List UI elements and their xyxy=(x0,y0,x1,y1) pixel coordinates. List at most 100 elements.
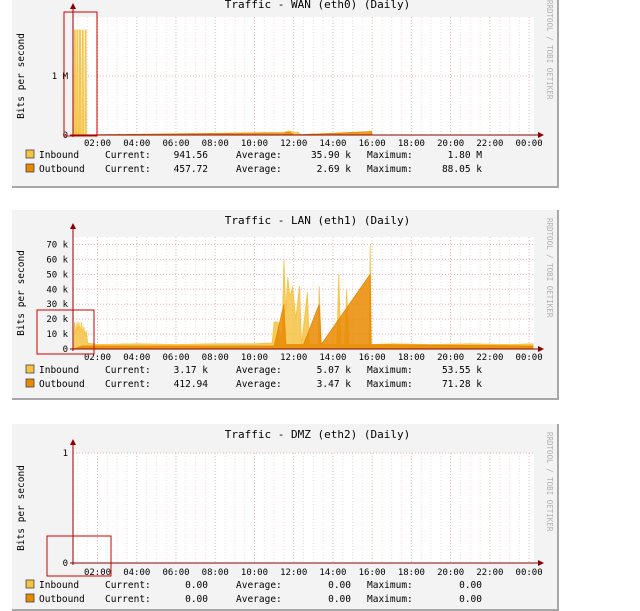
wan-chart: 01 M02:00 04:00 06:00 08:00 10:00 12:00 14:00 1… xyxy=(16,0,554,175)
dmz-x-tick-label: 10:00 xyxy=(241,568,268,578)
dmz-current-label: Current: xyxy=(105,594,151,605)
lan-x-axis-arrow xyxy=(538,346,544,352)
lan-y-tick-label: 20 k xyxy=(46,315,68,325)
dmz-x-tick-label: 12:00 xyxy=(280,568,307,578)
dmz-average-outbound: 0.00 xyxy=(328,594,351,605)
dmz-maximum-label: Maximum: xyxy=(367,580,413,591)
wan-x-tick-label: 22:00 xyxy=(476,139,503,149)
dmz-x-tick-label: 22:00 xyxy=(476,568,503,578)
dmz-maximum-outbound: 0.00 xyxy=(459,594,482,605)
dmz-average-label: Average: xyxy=(236,580,282,591)
wan-y-tick-label: 1 M xyxy=(52,72,69,82)
lan-chart: 0 10 k 20 k 30 k 40 k 50 k 60 k 70 k 02:00 04:00 0… xyxy=(16,214,554,390)
lan-average-label: Average: xyxy=(236,365,282,376)
lan-y-tick-label: 60 k xyxy=(46,255,68,265)
lan-legend-label-outbound: Outbound xyxy=(39,379,85,390)
dmz-x-tick-label: 14:00 xyxy=(319,568,346,578)
dmz-x-tick-label: 20:00 xyxy=(437,568,464,578)
lan-chart-title: Traffic - LAN (eth1) (Daily) xyxy=(225,214,410,227)
dmz-chart-title: Traffic - DMZ (eth2) (Daily) xyxy=(225,428,410,441)
wan-x-tick-label: 12:00 xyxy=(280,139,307,149)
dmz-y-tick-label: 0 xyxy=(63,559,68,569)
dmz-legend-swatch-inbound xyxy=(25,579,35,589)
dmz-average-label: Average: xyxy=(236,594,282,605)
lan-x-tick-label: 02:00 xyxy=(84,353,111,363)
lan-current-inbound: 3.17 k xyxy=(174,365,209,376)
lan-graph-panel: 0 10 k 20 k 30 k 40 k 50 k 60 k 70 k 02:00 04:00 0… xyxy=(12,210,559,400)
dmz-graph-panel: 0 1 02:00 04:00 06:00 08:00 10:00 12:00 14:00 16:… xyxy=(12,424,559,611)
wan-legend-label-outbound: Outbound xyxy=(39,164,85,175)
lan-x-tick-label: 12:00 xyxy=(280,353,307,363)
dmz-x-tick-label: 06:00 xyxy=(162,568,189,578)
lan-y-tick-label: 10 k xyxy=(46,330,68,340)
lan-x-tick-label: 08:00 xyxy=(202,353,229,363)
lan-current-label: Current: xyxy=(105,365,151,376)
dmz-x-tick-label: 04:00 xyxy=(123,568,150,578)
lan-current-outbound: 412.94 xyxy=(174,379,209,390)
dmz-maximum-label: Maximum: xyxy=(367,594,413,605)
dmz-x-tick-label: 02:00 xyxy=(84,568,111,578)
wan-maximum-label: Maximum: xyxy=(367,164,413,175)
lan-x-tick-label: 14:00 xyxy=(319,353,346,363)
lan-y-tick-label: 0 xyxy=(63,345,68,355)
dmz-chart: 0 1 02:00 04:00 06:00 08:00 10:00 12:00 14:00 16:… xyxy=(16,428,554,605)
lan-maximum-label: Maximum: xyxy=(367,379,413,390)
dmz-x-tick-label: 18:00 xyxy=(398,568,425,578)
wan-y-axis-label: Bits per second xyxy=(16,33,27,119)
wan-x-tick-label: 04:00 xyxy=(123,139,150,149)
lan-legend-swatch-outbound xyxy=(25,378,35,388)
lan-y-tick-label: 40 k xyxy=(46,285,68,295)
wan-average-outbound: 2.69 k xyxy=(317,164,352,175)
lan-legend-label-inbound: Inbound xyxy=(39,365,79,376)
dmz-x-tick-label: 08:00 xyxy=(202,568,229,578)
dmz-current-inbound: 0.00 xyxy=(185,580,208,591)
wan-x-tick-label: 08:00 xyxy=(202,139,229,149)
lan-y-tick-label: 70 k xyxy=(46,240,68,250)
lan-maximum-outbound: 71.28 k xyxy=(442,379,482,390)
wan-current-label: Current: xyxy=(105,150,151,161)
dmz-y-axis-arrow xyxy=(70,439,76,445)
dmz-legend-swatch-outbound xyxy=(25,593,35,603)
dmz-maximum-inbound: 0.00 xyxy=(459,580,482,591)
dmz-current-outbound: 0.00 xyxy=(185,594,208,605)
wan-current-label: Current: xyxy=(105,164,151,175)
lan-highlight-box xyxy=(36,309,95,355)
dmz-y-tick-label: 1 xyxy=(63,449,68,459)
wan-x-tick-label: 20:00 xyxy=(437,139,464,149)
wan-x-tick-label: 06:00 xyxy=(162,139,189,149)
lan-current-label: Current: xyxy=(105,379,151,390)
lan-x-tick-label: 20:00 xyxy=(437,353,464,363)
dmz-x-tick-label: 16:00 xyxy=(359,568,386,578)
dmz-x-tick-label: 00:00 xyxy=(516,568,543,578)
lan-y-axis-arrow xyxy=(70,223,76,229)
lan-x-tick-label: 04:00 xyxy=(123,353,150,363)
wan-x-tick-label: 02:00 xyxy=(84,139,111,149)
lan-watermark: RRDTOOL / TOBI OETIKER xyxy=(545,218,554,318)
lan-y-axis-label: Bits per second xyxy=(16,250,27,336)
dmz-x-axis-arrow xyxy=(538,560,544,566)
wan-watermark: RRDTOOL / TOBI OETIKER xyxy=(545,0,554,100)
lan-y-tick-label: 30 k xyxy=(46,300,68,310)
dmz-current-label: Current: xyxy=(105,580,151,591)
lan-x-tick-label: 10:00 xyxy=(241,353,268,363)
lan-average-inbound: 5.07 k xyxy=(317,365,352,376)
wan-average-inbound: 35.90 k xyxy=(311,150,351,161)
wan-maximum-outbound: 88.05 k xyxy=(442,164,482,175)
lan-outbound-series xyxy=(73,273,534,350)
dmz-watermark: RRDTOOL / TOBI OETIKER xyxy=(545,432,554,532)
dmz-legend-label-outbound: Outbound xyxy=(39,594,85,605)
wan-current-inbound: 941.56 xyxy=(174,150,209,161)
wan-legend-swatch-inbound xyxy=(25,149,35,159)
lan-maximum-inbound: 53.55 k xyxy=(442,365,482,376)
wan-maximum-inbound: 1.80 M xyxy=(448,150,483,161)
wan-x-axis-arrow xyxy=(538,132,544,138)
wan-current-outbound: 457.72 xyxy=(174,164,208,175)
wan-average-label: Average: xyxy=(236,164,282,175)
wan-x-tick-label: 14:00 xyxy=(319,139,346,149)
lan-y-tick-label: 50 k xyxy=(46,270,68,280)
dmz-highlight-box xyxy=(46,535,112,577)
wan-x-tick-label: 16:00 xyxy=(359,139,386,149)
wan-average-label: Average: xyxy=(236,150,282,161)
lan-x-tick-label: 18:00 xyxy=(398,353,425,363)
dmz-legend-label-inbound: Inbound xyxy=(39,580,79,591)
